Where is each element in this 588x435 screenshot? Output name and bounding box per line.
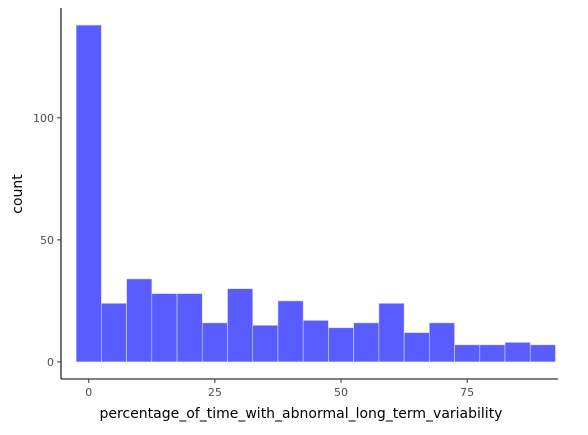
x-tick-label: 0 [85,386,92,399]
histogram-bar [302,320,329,363]
histogram-bar [504,342,531,363]
histogram-bar [403,332,430,363]
histogram-bar [454,344,481,363]
histogram-bar [529,344,556,363]
y-ticks-group: 0 50 100 [33,112,61,369]
bars-group [75,24,556,363]
x-tick-label: 75 [460,386,474,399]
x-tick-label: 25 [208,386,222,399]
histogram-bar [353,322,380,363]
histogram-bar [328,327,354,363]
histogram-bar [126,278,153,363]
y-tick-label: 0 [47,356,54,369]
x-tick-label: 50 [334,386,348,399]
histogram-bar [227,288,254,363]
histogram-bar [429,322,455,363]
histogram-bar [378,303,405,363]
histogram-bar [176,293,203,363]
histogram-bar [479,344,506,363]
x-axis-title: percentage_of_time_with_abnormal_long_te… [100,406,503,422]
histogram-bar [101,303,127,363]
y-tick-label: 50 [40,234,54,247]
histogram-bar [252,325,279,363]
histogram-bar [75,24,102,363]
y-axis-title: count [10,174,26,214]
histogram-bar [151,293,178,363]
x-ticks-group: 0 25 50 75 [85,379,474,399]
y-tick-label: 100 [33,112,54,125]
histogram-bar [277,300,304,363]
histogram-bar [201,322,228,363]
